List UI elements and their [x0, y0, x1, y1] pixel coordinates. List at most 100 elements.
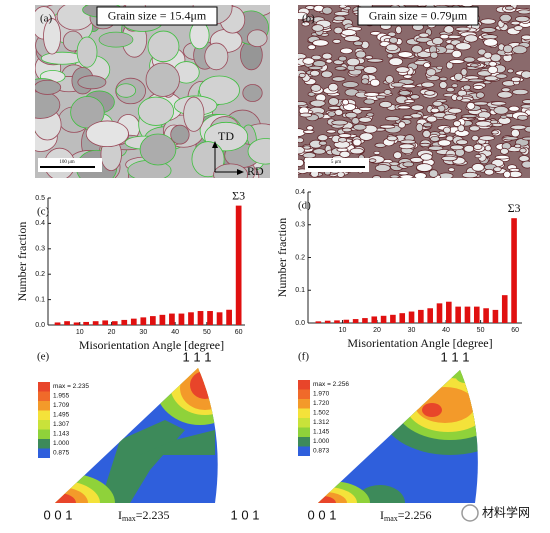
grain — [520, 104, 530, 109]
grain — [423, 62, 431, 68]
corner-101: 1 0 1 — [231, 507, 260, 522]
grain — [494, 155, 510, 160]
grain — [302, 145, 312, 150]
grain — [430, 107, 440, 114]
y-tick-label: 0.2 — [35, 271, 45, 278]
grain — [191, 141, 225, 178]
bar — [473, 306, 480, 323]
bar — [362, 318, 368, 323]
legend-f: max = 2.256 1.970 1.720 1.502 1.312 1.145 1.00… — [298, 380, 349, 456]
grain — [338, 55, 347, 62]
grain — [421, 81, 435, 88]
legend-label: 1.720 — [313, 400, 330, 407]
legend-label: 1.307 — [53, 421, 70, 428]
grain — [419, 142, 431, 147]
grain — [470, 63, 479, 68]
grains-a — [35, 5, 270, 178]
bar — [226, 309, 232, 325]
grain — [302, 57, 315, 65]
bar — [188, 312, 194, 325]
grain — [298, 146, 305, 155]
legend-label: max = 2.235 — [53, 383, 89, 390]
grain-size-b: Grain size = 0.79μm — [369, 8, 468, 22]
grain — [422, 122, 433, 128]
grain — [471, 163, 485, 172]
grain — [453, 120, 462, 127]
grain — [488, 61, 497, 67]
bar — [483, 308, 489, 323]
grain — [466, 102, 476, 110]
y-tick-label: 0.5 — [35, 195, 45, 202]
grain — [321, 70, 333, 79]
grain — [308, 65, 323, 70]
td-label: TD — [218, 129, 234, 143]
bar — [92, 321, 99, 325]
grain — [147, 30, 180, 63]
grain — [439, 81, 448, 89]
bar — [380, 315, 387, 323]
grain — [137, 96, 175, 126]
corner-111: 1 1 1 — [183, 349, 212, 364]
grain — [326, 129, 337, 134]
legend-label: 1.970 — [313, 391, 330, 398]
grain — [327, 105, 342, 110]
grain — [404, 99, 416, 104]
grain — [437, 139, 452, 147]
bar — [492, 309, 499, 323]
grain — [301, 21, 311, 27]
x-tick-label: 50 — [477, 327, 485, 334]
grain — [500, 147, 509, 155]
annotation: Σ3 — [508, 201, 521, 215]
grain — [298, 72, 306, 78]
grain — [369, 78, 381, 87]
y-tick-label: 0.0 — [295, 320, 305, 327]
grain — [438, 172, 454, 178]
grain — [145, 62, 180, 97]
grain — [484, 145, 492, 152]
bar — [446, 301, 452, 323]
grain — [491, 122, 504, 127]
grain — [354, 65, 366, 71]
grain — [35, 90, 61, 119]
grain — [352, 138, 362, 147]
grain — [336, 171, 345, 178]
grain — [299, 112, 313, 118]
grain — [337, 137, 348, 143]
arrow-head — [212, 141, 218, 148]
grain — [472, 85, 484, 90]
grain — [328, 83, 339, 92]
grain — [366, 112, 375, 117]
grain — [473, 143, 483, 150]
grain — [351, 117, 360, 125]
grain — [355, 50, 367, 59]
grain — [399, 174, 414, 178]
grain — [504, 5, 514, 11]
grain — [521, 99, 530, 104]
grain — [340, 47, 353, 55]
grain — [327, 111, 336, 117]
x-tick-label: 40 — [171, 329, 179, 336]
grain — [519, 147, 527, 154]
watermark: 材料学网 — [482, 505, 530, 520]
grain — [361, 78, 370, 85]
grain — [70, 96, 105, 129]
bar — [102, 320, 109, 325]
bar — [334, 320, 340, 323]
grain — [447, 107, 463, 114]
grain — [453, 72, 463, 81]
legend-label: 1.143 — [53, 431, 70, 438]
legend-label: 1.955 — [53, 393, 70, 400]
grain — [402, 161, 415, 168]
grain — [372, 175, 382, 178]
grain — [386, 53, 394, 59]
grain — [521, 136, 530, 141]
grain — [503, 44, 513, 54]
grain — [495, 73, 508, 79]
y-tick-label: 0.0 — [35, 322, 45, 329]
grain — [321, 6, 333, 15]
grain — [461, 5, 474, 7]
legend-swatch — [38, 410, 50, 420]
grain — [198, 75, 240, 105]
grain — [346, 57, 361, 67]
grain — [443, 126, 451, 134]
